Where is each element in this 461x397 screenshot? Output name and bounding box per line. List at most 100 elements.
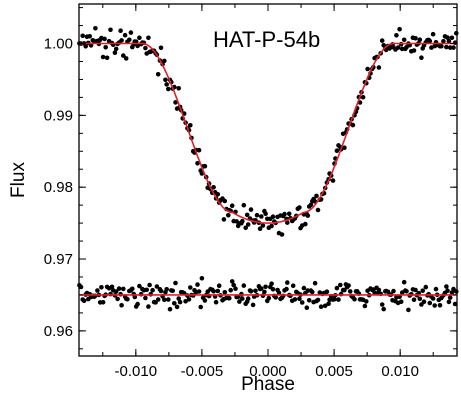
residual-point (211, 289, 216, 294)
x-tick-label: 0.000 (249, 363, 287, 380)
lightcurve-point (240, 218, 245, 224)
residual-point (143, 295, 148, 301)
residual-point (304, 305, 310, 311)
residual-point (147, 282, 152, 288)
residual-point (202, 298, 208, 303)
residual-point (155, 297, 161, 302)
lightcurve-point (263, 211, 268, 216)
lightcurve-point (122, 32, 128, 38)
residual-point (130, 286, 135, 292)
residual-point (198, 304, 203, 310)
lightcurve-point (413, 36, 418, 41)
lightcurve-point (308, 202, 314, 208)
lightcurve-point (330, 178, 336, 183)
lightcurve-point (173, 100, 178, 105)
lightcurve-point (118, 28, 123, 33)
lightcurve-point (419, 55, 424, 60)
residual-point (381, 306, 387, 312)
lightcurve-point (241, 202, 247, 208)
model-lines (79, 42, 457, 296)
lightcurve-point (121, 53, 126, 58)
residual-point (135, 301, 140, 307)
residual-point (99, 285, 104, 290)
residual-point (216, 283, 222, 289)
residual-point (119, 303, 124, 308)
residual-point (144, 287, 149, 293)
lightcurve-point (427, 38, 433, 44)
residual-points (77, 276, 459, 313)
residual-point (338, 282, 343, 288)
residual-point (413, 287, 418, 293)
lightcurve-point (211, 185, 216, 190)
residual-point (176, 296, 181, 301)
lightcurve-point (127, 37, 132, 43)
residual-point (324, 289, 330, 295)
residual-point (240, 296, 245, 301)
residual-point (167, 306, 173, 312)
y-tick-label: 1.00 (44, 36, 73, 53)
residual-point (222, 290, 228, 295)
residual-point (174, 304, 180, 310)
residual-point (327, 297, 332, 303)
lightcurve-point (222, 198, 228, 204)
residual-point (423, 284, 429, 290)
lightcurve-point (176, 86, 181, 91)
residual-point (432, 303, 438, 308)
residual-point (245, 296, 251, 301)
lightcurve-point (215, 192, 221, 197)
residual-point (444, 284, 449, 289)
lightcurve-point (104, 55, 110, 61)
residual-point (132, 294, 138, 300)
residual-point (420, 288, 426, 294)
lightcurve-point (245, 222, 251, 227)
lightcurve-point (447, 45, 453, 50)
residual-point (162, 297, 167, 303)
residual-point (315, 297, 321, 303)
x-tick-label: -0.005 (181, 363, 224, 380)
lightcurve-point (285, 220, 290, 225)
residual-point (154, 284, 160, 289)
residual-point (95, 288, 100, 293)
lightcurve-point (93, 26, 98, 31)
lightcurve-point (146, 35, 151, 41)
residual-point (301, 285, 307, 291)
residual-point (336, 297, 341, 302)
residual-point (109, 284, 115, 290)
residual-point (306, 298, 312, 303)
residual-point (454, 289, 459, 294)
residual-point (150, 287, 155, 293)
residual-point (121, 286, 126, 292)
lightcurve-point (286, 211, 292, 217)
residual-point (398, 299, 404, 305)
residual-point (299, 300, 305, 305)
x-tick-label: -0.010 (115, 363, 158, 380)
lightcurve-point (260, 223, 266, 228)
lightcurve-point (446, 38, 452, 44)
residual-point (352, 296, 357, 302)
lightcurve-point (119, 38, 124, 43)
residual-point (215, 288, 221, 294)
lightcurve-point (360, 95, 366, 100)
lightcurve-point (226, 213, 231, 218)
lightcurve-point (401, 37, 407, 43)
lightcurve-point (128, 30, 134, 35)
chart-title: HAT-P-54b (213, 27, 320, 52)
residual-point (421, 299, 427, 305)
residual-point (173, 280, 178, 286)
residual-point (411, 297, 417, 303)
y-tick-label: 0.97 (44, 251, 73, 268)
lightcurve-point (135, 43, 140, 49)
lightcurve-point (137, 35, 142, 41)
residual-point (229, 279, 235, 284)
lightcurve-point (315, 207, 321, 213)
lightcurve-point (379, 38, 385, 43)
lightcurve-point (188, 123, 193, 128)
residual-point (379, 302, 385, 307)
lightcurve-point (87, 34, 92, 39)
residual-point (433, 286, 439, 292)
residual-point (406, 307, 411, 313)
lightcurve-point (102, 36, 107, 42)
residual-point (285, 280, 290, 285)
residual-point (116, 286, 122, 291)
residual-point (177, 299, 183, 305)
